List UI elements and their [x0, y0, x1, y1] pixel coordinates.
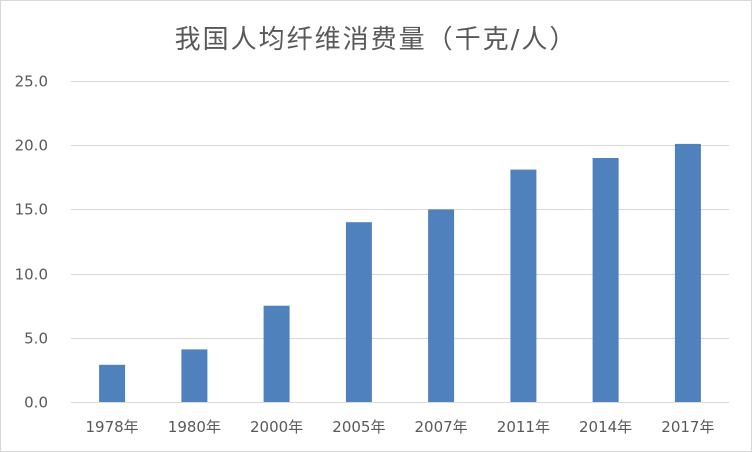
y-axis-ticks: 0.0 5.0 10.0 15.0 20.0 25.0: [15, 73, 48, 412]
x-tick-label: 2007年: [415, 418, 468, 436]
x-axis-ticks: 1978年 1980年 2000年 2005年 2007年 2011年 2014年 2017年: [86, 418, 715, 436]
y-tick-label: 0.0: [24, 394, 48, 412]
x-tick-label: 2014年: [579, 418, 632, 436]
x-tick-label: 1978年: [86, 418, 139, 436]
bar: [99, 364, 126, 402]
chart-title: 我国人均纤维消费量（千克/人）: [174, 25, 578, 55]
bar: [181, 349, 208, 402]
bar: [428, 209, 455, 402]
bar: [674, 143, 701, 402]
gridlines: [71, 81, 729, 403]
y-tick-label: 15.0: [15, 201, 48, 219]
bar: [263, 305, 290, 402]
x-tick-label: 1980年: [168, 418, 221, 436]
y-tick-label: 10.0: [15, 266, 48, 284]
bars: [99, 143, 701, 402]
bar: [592, 158, 619, 402]
bar: [510, 169, 537, 402]
y-tick-label: 20.0: [15, 137, 48, 155]
x-tick-label: 2011年: [497, 418, 550, 436]
bar: [345, 222, 372, 402]
x-tick-label: 2005年: [332, 418, 385, 436]
x-tick-label: 2017年: [661, 418, 714, 436]
y-tick-label: 5.0: [24, 330, 48, 348]
x-tick-label: 2000年: [250, 418, 303, 436]
y-tick-label: 25.0: [15, 73, 48, 91]
